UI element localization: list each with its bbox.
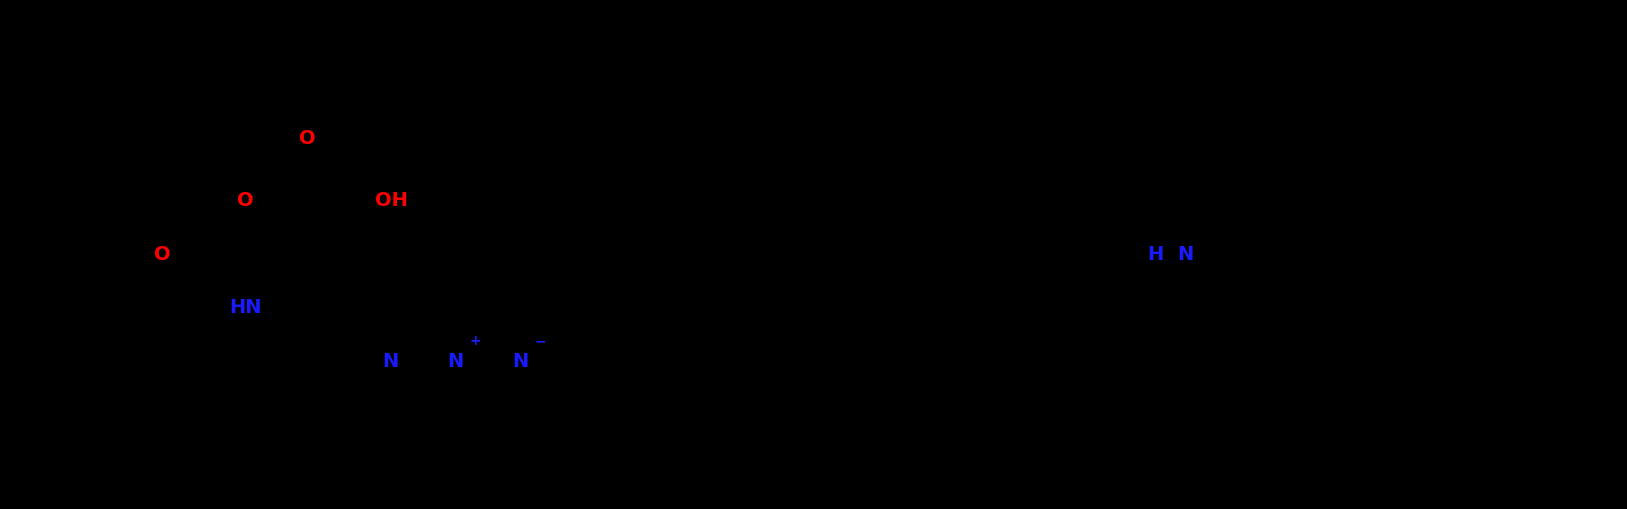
- Text: N: N: [513, 352, 529, 371]
- Text: OH: OH: [376, 191, 408, 210]
- Text: N: N: [382, 352, 399, 371]
- Text: H: H: [1147, 244, 1163, 264]
- Text: HN: HN: [229, 298, 262, 317]
- Text: N: N: [1176, 244, 1193, 264]
- Text: N: N: [447, 352, 464, 371]
- Text: O: O: [153, 244, 171, 264]
- Text: −: −: [535, 334, 547, 348]
- Text: O: O: [299, 129, 316, 148]
- Text: O: O: [238, 191, 254, 210]
- Text: +: +: [470, 334, 482, 348]
